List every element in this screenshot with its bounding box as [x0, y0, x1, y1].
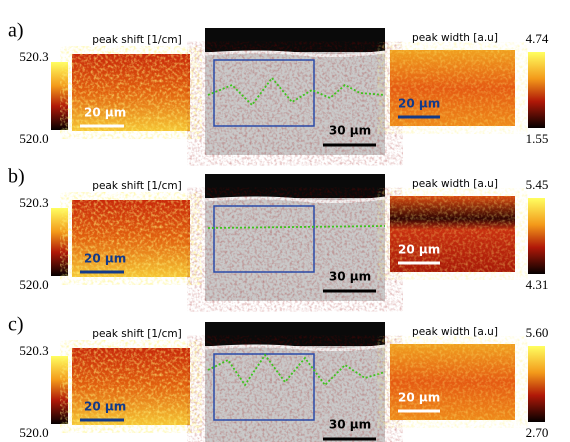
colorbar-max: 4.74	[526, 31, 549, 46]
colorbar-max: 520.3	[19, 49, 48, 64]
scalebar-label: 20 μm	[398, 243, 440, 257]
map-title: peak shift [1/cm]	[92, 34, 181, 46]
panel-label: b)	[8, 166, 25, 188]
panel: a) 520.3 520.0 peak shift [1/cm] 20 μm 30 μm p…	[8, 20, 549, 155]
panel: c) 520.3 520.0 peak shift [1/cm] 20 μm 30 μm p…	[8, 314, 548, 442]
map-title: peak width [a.u]	[412, 178, 498, 190]
colorbar	[528, 52, 545, 128]
colorbar-min: 520.0	[19, 425, 48, 440]
scalebar-label: 20 μm	[84, 400, 126, 414]
micrograph-texture	[205, 198, 385, 301]
panel-label: c)	[8, 314, 24, 336]
colorbar	[528, 346, 545, 422]
colorbar-max: 5.45	[526, 177, 549, 192]
colorbar-min: 520.0	[19, 277, 48, 292]
heatmap-texture	[390, 50, 515, 126]
micrograph-top	[205, 174, 385, 198]
heatmap-texture	[390, 344, 515, 420]
colorbar-max: 520.3	[19, 343, 48, 358]
colorbar-max: 5.60	[526, 325, 549, 340]
colorbar-min: 520.0	[19, 131, 48, 146]
map-title: peak shift [1/cm]	[92, 328, 181, 340]
map-title: peak shift [1/cm]	[92, 180, 181, 192]
figure: a) 520.3 520.0 peak shift [1/cm] 20 μm 30 μm p…	[0, 0, 570, 442]
colorbar-max: 520.3	[19, 195, 48, 210]
colorbar	[51, 208, 68, 276]
scalebar-label: 20 μm	[398, 97, 440, 111]
colorbar-min: 4.31	[526, 277, 549, 292]
scalebar-label: 20 μm	[84, 106, 126, 120]
panel: b) 520.3 520.0 peak shift [1/cm] 20 μm 30 μm p…	[8, 166, 548, 301]
panel-label: a)	[8, 20, 24, 42]
scalebar-label: 30 μm	[329, 270, 371, 284]
micrograph-texture	[205, 52, 385, 155]
scalebar-label: 30 μm	[329, 418, 371, 432]
scalebar-label: 20 μm	[84, 252, 126, 266]
scalebar-label: 30 μm	[329, 124, 371, 138]
heatmap-texture	[390, 196, 515, 272]
micrograph-top	[205, 28, 385, 52]
micrograph-top	[205, 322, 385, 346]
colorbar-min: 1.55	[526, 131, 549, 146]
colorbar	[51, 62, 68, 130]
colorbar	[51, 356, 68, 424]
scalebar-label: 20 μm	[398, 391, 440, 405]
map-title: peak width [a.u]	[412, 32, 498, 44]
colorbar-min: 2.70	[526, 425, 549, 440]
map-title: peak width [a.u]	[412, 326, 498, 338]
colorbar	[528, 198, 545, 274]
